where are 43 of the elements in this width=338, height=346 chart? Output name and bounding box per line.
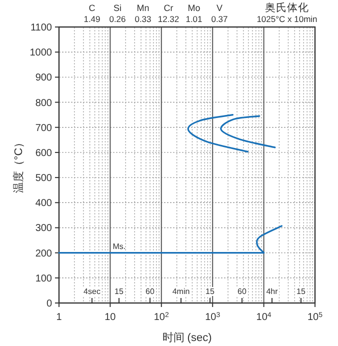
y-tick-label: 1000 (30, 48, 52, 59)
y-tick-label: 100 (35, 273, 52, 284)
text: Cr (164, 3, 174, 13)
text: C (88, 3, 96, 13)
annotation: 15 (296, 287, 306, 296)
text: V (216, 3, 223, 13)
x-tick-label: 10$^{2}$ (154, 312, 170, 323)
y-tick-label: 900 (35, 72, 52, 84)
y-tick-label: 400 (35, 198, 52, 210)
x-tick-label: 10$^{3}$ (205, 312, 220, 323)
text: Mo (188, 3, 200, 13)
y-tick-label: 600 (35, 148, 52, 159)
text: 1.49 (84, 14, 101, 24)
annotation: 4min (172, 287, 190, 296)
annotation: 60 (146, 287, 155, 296)
annotation: 4hr (266, 287, 278, 296)
text: 0.26 (109, 14, 126, 24)
y-tick-label: 0 (46, 298, 52, 310)
text: 1.01 (186, 14, 203, 24)
text: 奥氏体化 (265, 1, 309, 14)
text: 1025°C x 10min (256, 14, 318, 24)
text: 12.32 (158, 14, 180, 24)
annotation: Ms. (112, 242, 126, 251)
text: Si (113, 3, 122, 13)
y-tick-label: 200 (35, 248, 52, 260)
annotation: 15 (114, 287, 124, 296)
text: 0.37 (211, 14, 228, 24)
x-tick-label: 10$^{4}$ (256, 312, 272, 323)
annotation: 60 (238, 287, 247, 296)
x-tick-label: 10$^{5}$ (307, 312, 323, 323)
y-axis-title: 温度（°C） (12, 136, 25, 194)
y-tick-label: 700 (35, 122, 52, 134)
y-tick-label: 800 (35, 98, 52, 109)
x-axis-title: 时间 (sec) (162, 331, 212, 344)
y-tick-label: 300 (35, 223, 52, 234)
text: 0.33 (134, 14, 152, 24)
annotation: 15 (206, 287, 215, 296)
x-tick-label: 1 (56, 312, 62, 323)
annotation: 4sec (84, 287, 100, 296)
text: Mn (136, 3, 150, 13)
x-tick-label: 10 (104, 312, 116, 323)
y-tick-label: 1100 (30, 22, 52, 34)
y-tick-label: 500 (35, 173, 52, 184)
